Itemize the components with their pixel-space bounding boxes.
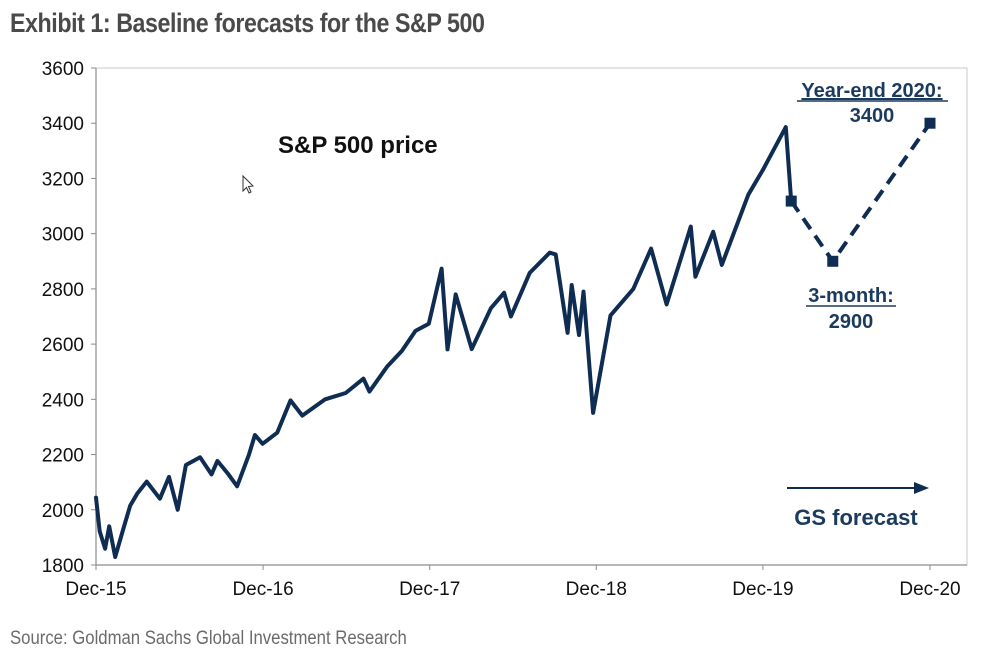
three-month-value: 2900 [829, 311, 874, 333]
x-tick-label: Dec-16 [232, 579, 293, 600]
forecast-line [789, 122, 932, 264]
x-tick-label: Dec-20 [899, 579, 960, 600]
forecast-point-marker [827, 255, 839, 267]
price-line [94, 125, 794, 559]
y-tick-label: 2800 [42, 280, 84, 301]
chart-title: Exhibit 1: Baseline forecasts for the S&… [10, 8, 485, 38]
y-tick-label: 1800 [42, 556, 84, 577]
y-axis-ticks: 1800 2000 2200 2400 2600 2800 3000 3200 3400 3600 [42, 59, 96, 577]
three-month-label: 3-month: [808, 285, 894, 307]
x-tick-label: Dec-17 [399, 579, 460, 600]
x-tick-label: Dec-15 [65, 579, 126, 600]
mouse-cursor-icon [242, 174, 255, 194]
series-label: S&P 500 price [278, 132, 438, 159]
y-tick-label: 2200 [42, 446, 84, 467]
arrow-right-icon [914, 482, 929, 494]
year-end-label: Year-end 2020: [801, 80, 942, 102]
year-end-value: 3400 [850, 105, 895, 127]
annotation-layer: S&P 500 price Year-end 2020: 3400 3-month: 2… [278, 80, 948, 530]
x-tick-label: Dec-18 [566, 579, 627, 600]
y-tick-label: 3000 [42, 225, 84, 246]
y-tick-label: 2400 [42, 390, 84, 411]
y-tick-label: 3400 [42, 114, 84, 135]
series-layer [94, 117, 936, 559]
forecast-point-marker [785, 195, 797, 207]
y-tick-label: 2600 [42, 335, 84, 356]
source-note: Source: Goldman Sachs Global Investment … [10, 628, 407, 649]
forecast-label: GS forecast [794, 505, 918, 530]
y-tick-label: 3600 [42, 59, 84, 80]
forecast-point-marker [924, 117, 936, 129]
y-tick-label: 2000 [42, 501, 84, 522]
y-tick-label: 3200 [42, 169, 84, 190]
x-tick-label: Dec-19 [732, 579, 793, 600]
x-axis-ticks: Dec-15 Dec-16 Dec-17 Dec-18 Dec-19 Dec-20 [65, 565, 961, 600]
